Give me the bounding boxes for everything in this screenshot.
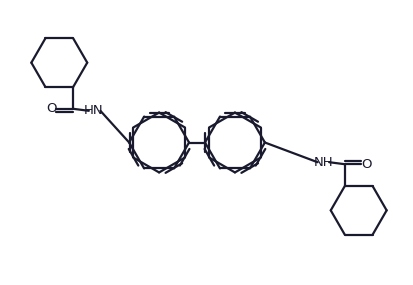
Text: O: O	[361, 158, 371, 171]
Text: HN: HN	[84, 104, 104, 117]
Text: NH: NH	[313, 156, 333, 169]
Text: O: O	[46, 102, 57, 115]
